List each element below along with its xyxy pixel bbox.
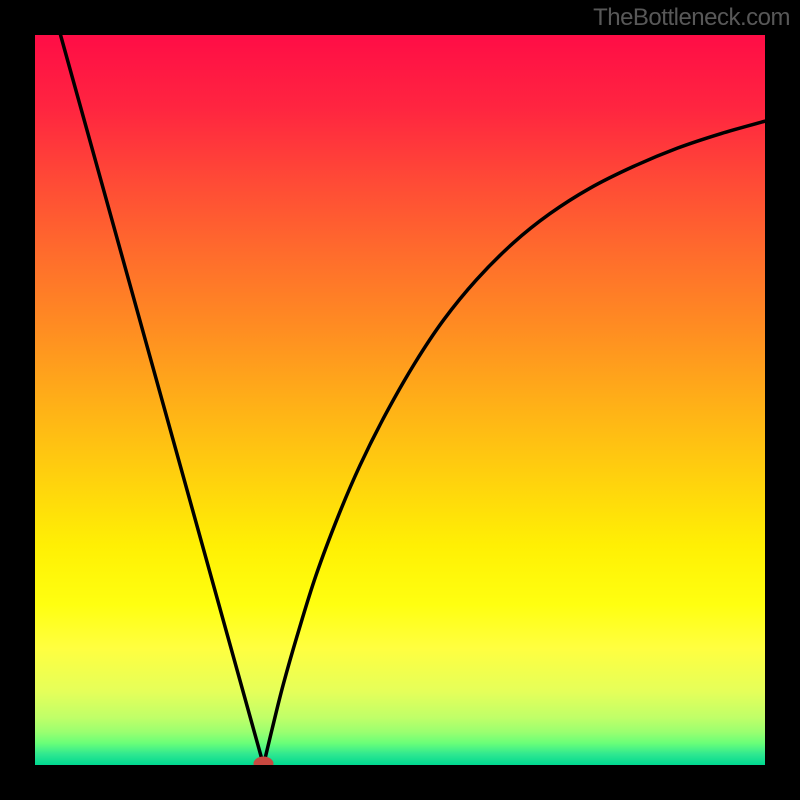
chart-svg <box>35 35 765 765</box>
gradient-background <box>35 35 765 765</box>
chart-container: TheBottleneck.com <box>0 0 800 800</box>
watermark-text: TheBottleneck.com <box>593 4 790 32</box>
plot-area <box>35 35 765 765</box>
